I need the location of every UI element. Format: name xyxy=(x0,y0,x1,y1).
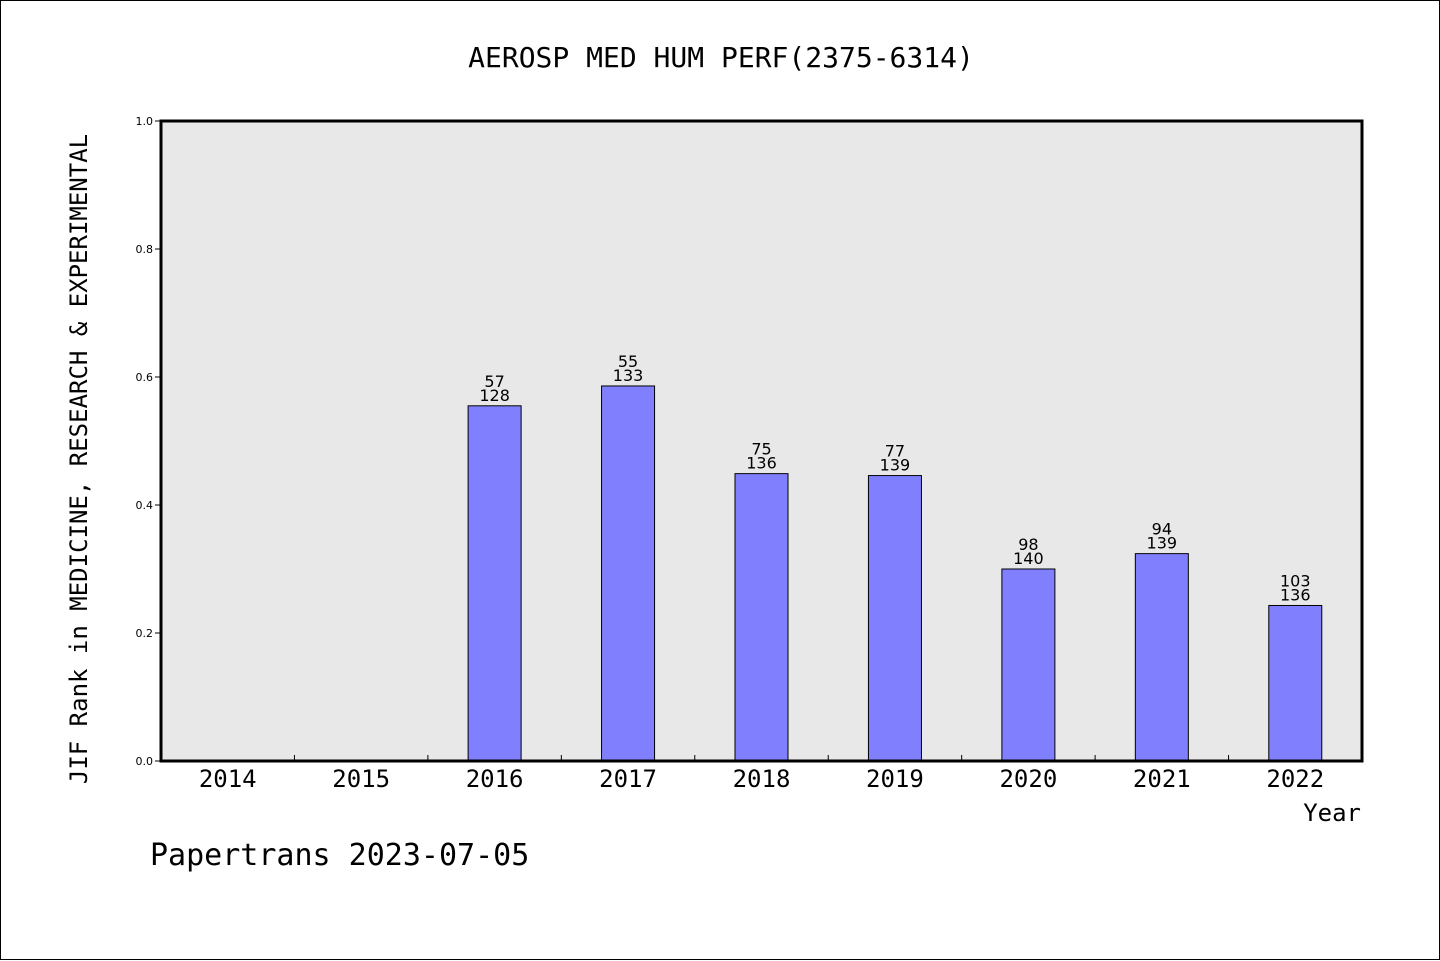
x-tick-label: 2022 xyxy=(1266,765,1324,793)
x-tick-label: 2019 xyxy=(866,765,924,793)
y-tick-label: 0.2 xyxy=(136,627,154,640)
bar-rank-label: 98 xyxy=(1018,535,1038,554)
x-tick-label: 2014 xyxy=(199,765,257,793)
bar-2020 xyxy=(1001,568,1056,762)
x-tick-label: 2015 xyxy=(332,765,390,793)
bar-2021 xyxy=(1134,553,1189,762)
bar-total-label: 136 xyxy=(1280,585,1311,604)
bar-total-label: 133 xyxy=(613,366,644,385)
bar-rank-label: 57 xyxy=(484,372,504,391)
bar-2017 xyxy=(601,385,656,762)
chart-title: AEROSP MED HUM PERF(2375-6314) xyxy=(468,41,974,74)
y-tick-label: 0.4 xyxy=(136,499,154,512)
bar-total-label: 139 xyxy=(880,456,911,475)
bar-total-label: 136 xyxy=(746,454,777,473)
x-axis-label: Year xyxy=(1303,799,1361,827)
y-tick-label: 0.0 xyxy=(136,755,154,768)
plot-border xyxy=(159,119,1364,763)
x-tick-label: 2021 xyxy=(1133,765,1191,793)
bar-2022 xyxy=(1268,604,1323,762)
x-tick-label: 2018 xyxy=(733,765,791,793)
x-tick-label: 2016 xyxy=(466,765,524,793)
bar-total-label: 128 xyxy=(479,386,510,405)
bar-rank-label: 77 xyxy=(885,442,905,461)
footer-text: Papertrans 2023-07-05 xyxy=(150,838,529,873)
x-tick-label: 2020 xyxy=(999,765,1057,793)
bar-2019 xyxy=(867,475,922,762)
bars-group xyxy=(467,385,1323,762)
bar-2018 xyxy=(734,473,789,762)
bar-rank-label: 103 xyxy=(1280,571,1311,590)
y-tick-label: 0.8 xyxy=(136,243,154,256)
x-tick-label: 2017 xyxy=(599,765,657,793)
y-axis: 0.0 0.2 0.4 0.6 0.8 1.0 xyxy=(136,115,161,768)
bar-rank-label: 55 xyxy=(618,352,638,371)
bar-2016 xyxy=(467,405,522,762)
bar-rank-label: 94 xyxy=(1152,520,1172,539)
bar-total-label: 140 xyxy=(1013,549,1044,568)
x-axis: 2014 2015 2016 2017 2018 2019 2020 2021 2022 xyxy=(199,755,1324,793)
y-tick-label: 1.0 xyxy=(136,115,154,128)
y-tick-label: 0.6 xyxy=(136,371,154,384)
bar-total-label: 139 xyxy=(1147,534,1178,553)
bar-rank-label: 75 xyxy=(751,440,771,459)
y-axis-label: JIF Rank in MEDICINE, RESEARCH & EXPERIM… xyxy=(65,134,93,784)
